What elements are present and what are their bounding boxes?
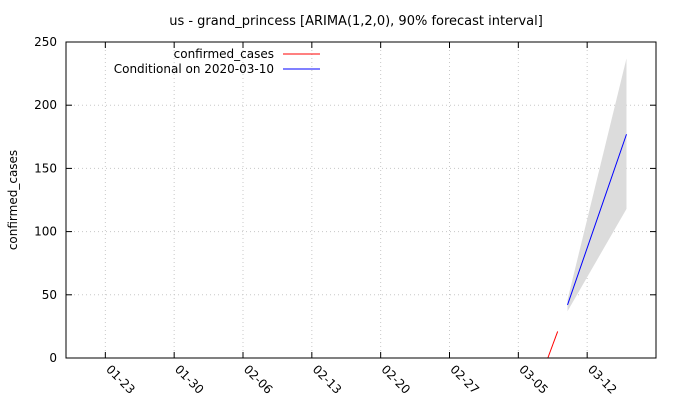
- forecast-line: [567, 134, 627, 306]
- y-tick-label: 100: [34, 225, 57, 239]
- x-tick-label: 03-12: [585, 362, 620, 397]
- y-axis-label: confirmed_cases: [6, 150, 20, 250]
- x-tick-label: 02-06: [241, 362, 276, 397]
- legend-label: confirmed_cases: [174, 47, 274, 61]
- y-tick-label: 250: [34, 35, 57, 49]
- y-axis: 0 50 100 150 200 250: [34, 35, 656, 365]
- series-layer: [547, 134, 627, 359]
- x-tick-label: 01-30: [172, 362, 207, 397]
- y-tick-label: 200: [34, 98, 57, 112]
- x-tick-label: 02-13: [310, 362, 345, 397]
- y-tick-label: 0: [49, 351, 57, 365]
- plot-frame: [65, 41, 657, 359]
- legend-label: Conditional on 2020-03-10: [114, 62, 274, 76]
- y-tick-label: 50: [42, 288, 57, 302]
- y-tick-label: 150: [34, 161, 57, 175]
- x-tick-label: 02-27: [447, 362, 482, 397]
- x-axis: 01-23 01-30 02-06 02-13 02-20 02-27 03-05 03-12: [103, 42, 620, 397]
- confirmed-cases-line: [547, 331, 559, 359]
- forecast-interval-band: [567, 58, 627, 312]
- x-tick-label: 02-20: [379, 362, 414, 397]
- x-tick-label: 01-23: [103, 362, 138, 397]
- x-tick-label: 03-05: [516, 362, 551, 397]
- chart-title: us - grand_princess [ARIMA(1,2,0), 90% f…: [169, 14, 543, 29]
- forecast-interval-layer: [567, 58, 627, 312]
- grid-lines: [66, 42, 656, 358]
